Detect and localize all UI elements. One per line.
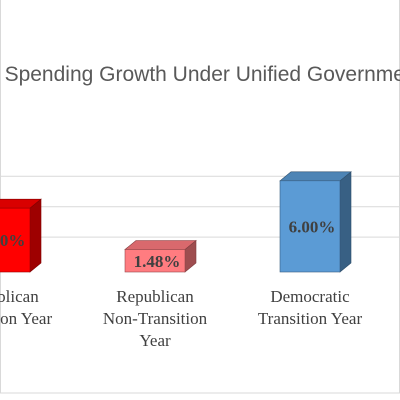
bars xyxy=(0,171,352,273)
category-labels: Republican Transition Year Republican Non-T… xyxy=(0,287,363,350)
bar-top xyxy=(279,171,352,182)
bar-top xyxy=(124,240,197,250)
category-label-line: Transition Year xyxy=(0,309,52,328)
data-label: 6.00% xyxy=(289,217,336,236)
category-label: Republican Non-Transition Year xyxy=(103,287,208,350)
bar xyxy=(0,198,42,273)
bar-side xyxy=(29,198,42,273)
bar-front xyxy=(0,207,31,273)
bar-front xyxy=(124,249,186,273)
chart-title: Federal Spending Growth Under Unified Go… xyxy=(0,63,400,86)
category-label: Democratic Transition Year xyxy=(258,287,363,328)
data-labels: 4.20%1.48%6.00%3.00% xyxy=(0,217,336,271)
category-label-line: Transition Year xyxy=(258,309,363,328)
category-label-line: Democratic xyxy=(270,287,350,306)
category-label-line: Year xyxy=(139,331,171,350)
bar-front xyxy=(279,180,341,273)
bar xyxy=(279,171,352,273)
category-label-line: Republican xyxy=(0,287,39,306)
data-label: 1.48% xyxy=(134,252,181,271)
data-label: 4.20% xyxy=(0,231,25,250)
bar-side xyxy=(339,171,352,273)
category-label-line: Republican xyxy=(116,287,194,306)
category-label: Republican Transition Year xyxy=(0,287,52,328)
bar xyxy=(124,239,197,273)
category-label-line: Non-Transition xyxy=(103,309,208,328)
